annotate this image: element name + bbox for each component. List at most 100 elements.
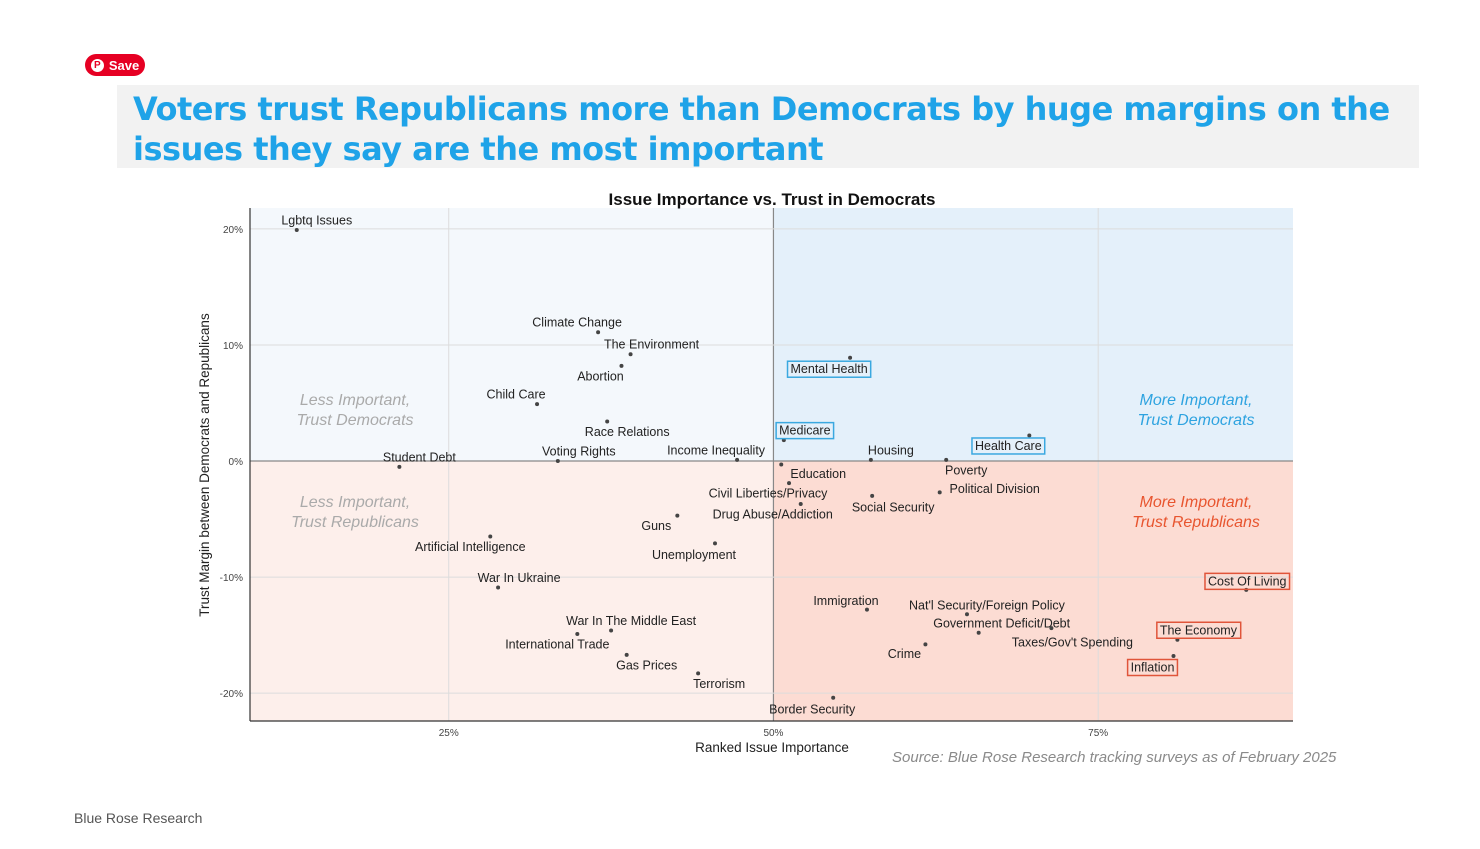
data-point bbox=[675, 513, 680, 518]
x-axis-label: Ranked Issue Importance bbox=[695, 740, 849, 755]
quadrant-label-bottom-right: More Important, bbox=[1140, 494, 1253, 511]
x-tick-label: 50% bbox=[763, 728, 783, 739]
highlight-box bbox=[786, 360, 872, 378]
y-tick-label: 20% bbox=[223, 225, 243, 236]
data-point bbox=[624, 652, 629, 657]
data-point bbox=[696, 671, 701, 676]
quadrant-label-top-left: Trust Democrats bbox=[296, 412, 413, 429]
data-label: The Environment bbox=[604, 338, 700, 352]
data-label: Lgbtq Issues bbox=[281, 214, 352, 228]
data-label: Taxes/Gov't Spending bbox=[1012, 636, 1133, 650]
quadrant-label-bottom-left: Less Important, bbox=[300, 494, 410, 511]
data-point bbox=[575, 631, 580, 636]
data-point bbox=[831, 695, 836, 700]
data-label: Abortion bbox=[577, 369, 624, 383]
data-point bbox=[294, 228, 299, 233]
data-label: Health Care bbox=[975, 439, 1042, 453]
highlight-box bbox=[775, 421, 835, 440]
data-point bbox=[848, 355, 853, 360]
quadrant-label-bottom-right: Trust Republicans bbox=[1132, 514, 1260, 531]
headline: Voters trust Republicans more than Democ… bbox=[133, 90, 1390, 168]
quadrant-label-top-right: Trust Democrats bbox=[1137, 412, 1254, 429]
data-point bbox=[923, 642, 928, 647]
x-tick-label: 75% bbox=[1088, 728, 1108, 739]
data-label: Medicare bbox=[779, 424, 830, 438]
data-label: Child Care bbox=[487, 388, 546, 402]
data-point bbox=[937, 490, 942, 495]
data-point bbox=[609, 628, 614, 633]
data-label: Inflation bbox=[1131, 661, 1175, 675]
data-point bbox=[712, 541, 717, 546]
data-point bbox=[596, 330, 601, 335]
data-label: Gas Prices bbox=[616, 658, 677, 672]
data-point bbox=[787, 481, 792, 486]
data-point bbox=[868, 457, 873, 462]
highlight-box bbox=[1156, 621, 1242, 640]
data-label: Mental Health bbox=[791, 362, 868, 376]
data-point bbox=[1171, 654, 1176, 659]
data-label: Government Deficit/Debt bbox=[933, 616, 1070, 630]
pinterest-icon: P bbox=[90, 58, 104, 72]
data-point bbox=[605, 419, 610, 424]
data-point bbox=[870, 493, 875, 498]
data-point bbox=[864, 607, 869, 612]
y-tick-label: 0% bbox=[229, 457, 244, 468]
y-tick-label: -20% bbox=[220, 689, 243, 700]
data-label: Climate Change bbox=[532, 316, 622, 330]
data-label: Nat'l Security/Foreign Policy bbox=[909, 599, 1066, 613]
data-label: Immigration bbox=[813, 594, 878, 608]
quadrant-label-top-right: More Important, bbox=[1140, 392, 1253, 409]
data-point bbox=[798, 501, 803, 506]
data-label: Student Debt bbox=[383, 450, 456, 464]
data-label: Cost Of Living bbox=[1208, 574, 1287, 588]
data-label: Terrorism bbox=[693, 677, 745, 691]
highlight-box bbox=[971, 437, 1046, 455]
data-label: Political Division bbox=[950, 482, 1040, 496]
y-tick-label: 10% bbox=[223, 341, 243, 352]
y-axis-label: Trust Margin between Democrats and Repub… bbox=[197, 313, 212, 617]
data-label: Social Security bbox=[852, 500, 935, 514]
data-point bbox=[1049, 626, 1054, 631]
data-label: Artificial Intelligence bbox=[415, 540, 526, 554]
data-point bbox=[944, 457, 949, 462]
data-label: War In Ukraine bbox=[478, 571, 561, 585]
y-tick-label: -10% bbox=[220, 573, 243, 584]
data-point bbox=[535, 402, 540, 407]
data-label: Housing bbox=[868, 443, 914, 457]
data-label: War In The Middle East bbox=[566, 614, 696, 628]
data-label: Education bbox=[790, 467, 846, 481]
data-point bbox=[1027, 433, 1032, 438]
data-label: Race Relations bbox=[585, 425, 670, 439]
x-tick-label: 25% bbox=[439, 728, 459, 739]
save-label: Save bbox=[108, 57, 140, 73]
pinterest-save-button[interactable]: P Save bbox=[85, 54, 145, 76]
data-label: Guns bbox=[641, 519, 671, 533]
highlight-box bbox=[1204, 572, 1291, 591]
data-label: Crime bbox=[888, 647, 921, 661]
data-point bbox=[496, 585, 501, 590]
headline-banner: Voters trust Republicans more than Democ… bbox=[117, 85, 1419, 168]
data-point bbox=[735, 457, 740, 462]
data-point bbox=[619, 363, 624, 368]
data-label: Drug Abuse/Addiction bbox=[713, 507, 833, 521]
data-label: International Trade bbox=[505, 637, 609, 651]
quadrant-bottom-right bbox=[773, 461, 1293, 721]
quadrant-top-left bbox=[250, 208, 774, 462]
data-label: Border Security bbox=[769, 702, 856, 716]
data-label: Civil Liberties/Privacy bbox=[709, 487, 829, 501]
data-point bbox=[488, 534, 493, 539]
data-point bbox=[555, 459, 560, 464]
data-point bbox=[397, 464, 402, 469]
footer-credit: Blue Rose Research bbox=[74, 810, 203, 826]
highlight-box bbox=[1126, 658, 1179, 677]
data-label: Voting Rights bbox=[542, 445, 616, 459]
data-point bbox=[964, 612, 969, 617]
quadrant-bottom-left bbox=[250, 461, 774, 721]
data-point bbox=[779, 462, 784, 467]
data-label: Poverty bbox=[945, 463, 988, 477]
data-point bbox=[628, 352, 633, 357]
source-note: Source: Blue Rose Research tracking surv… bbox=[892, 749, 1337, 766]
data-label: The Economy bbox=[1160, 623, 1238, 637]
data-label: Income Inequality bbox=[667, 443, 766, 457]
